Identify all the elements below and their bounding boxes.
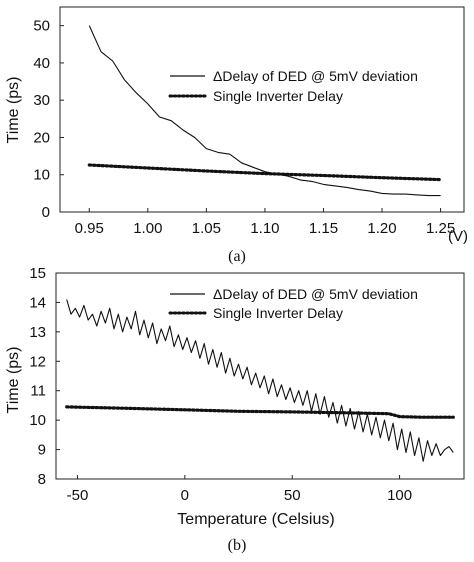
chart-b-x-tick-label: 50 [284, 487, 301, 504]
chart-a-legend-label-ded: ΔDelay of DED @ 5mV deviation [213, 68, 418, 84]
chart-b-y-ticks: 8 9 10 11 12 13 14 15 [29, 265, 60, 488]
chart-b-y-tick-label: 10 [29, 412, 46, 429]
chart-b-y-tick-label: 12 [29, 353, 46, 370]
chart-a-y-axis-label: Time (ps) [5, 77, 22, 144]
chart-b-series-ded-delay-line [66, 299, 454, 462]
chart-b-y-tick-label: 11 [30, 383, 46, 400]
chart-b-caption: (b) [228, 537, 247, 554]
chart-b-x-ticks: -50 0 50 100 [67, 475, 412, 504]
chart-a-y-tick-label: 0 [42, 204, 50, 221]
chart-a-x-ticks: 0.95 1.00 1.05 1.10 1.15 1.20 1.25 [75, 208, 455, 237]
chart-a-y-tick-label: 10 [33, 167, 50, 184]
chart-b-y-axis-label: Time (ps) [5, 347, 22, 414]
chart-a-y-tick-label: 30 [33, 92, 50, 109]
chart-a-x-tick-label: 0.95 [75, 220, 104, 237]
chart-a-x-tick-label: 1.25 [426, 220, 455, 237]
chart-b-x-tick-label: 0 [181, 487, 189, 504]
chart-b-series [65, 299, 455, 462]
chart-a-x-tick-label: 1.10 [250, 220, 279, 237]
chart-b-x-tick-label: 100 [387, 487, 412, 504]
chart-b-legend-label-ded: ΔDelay of DED @ 5mV deviation [213, 286, 418, 302]
chart-a-plot-frame [59, 6, 465, 213]
chart-b-plot-frame [55, 272, 465, 480]
chart-b-x-tick-label: -50 [67, 487, 89, 504]
chart-b-legend-label-inverter: Single Inverter Delay [213, 305, 343, 321]
chart-a-y-tick-label: 20 [33, 129, 50, 146]
chart-b-legend: ΔDelay of DED @ 5mV deviation Single Inv… [168, 286, 418, 321]
chart-a-x-tick-label: 1.20 [367, 220, 396, 237]
chart-b-y-tick-label: 15 [29, 265, 46, 282]
chart-a-x-tick-label: 1.05 [192, 220, 221, 237]
chart-a-caption: (a) [228, 248, 246, 265]
chart-b-x-axis-label: Temperature (Celsius) [177, 511, 334, 528]
chart-a-y-tick-label: 50 [33, 18, 50, 35]
chart-a-series-inverter-delay-line [87, 163, 443, 182]
chart-a-x-unit: (V) [448, 228, 468, 245]
chart-b-y-tick-label: 8 [38, 471, 46, 488]
chart-a-y-ticks: 0 10 20 30 40 50 [33, 18, 64, 221]
chart-a-legend-label-inverter: Single Inverter Delay [213, 88, 343, 104]
chart-b-y-tick-label: 9 [38, 442, 46, 459]
chart-a-series-ded-delay-line [88, 25, 441, 197]
chart-b-y-tick-label: 13 [29, 324, 46, 341]
chart-b-y-tick-label: 14 [29, 294, 46, 311]
chart-a-x-tick-label: 1.15 [309, 220, 338, 237]
chart-a-legend: ΔDelay of DED @ 5mV deviation Single Inv… [168, 68, 418, 104]
chart-a-series [87, 25, 443, 197]
chart-a-voltage: 0.95 1.00 1.05 1.10 1.15 1.20 1.25 0 10 20 30 40 50… [5, 6, 468, 265]
chart-b-series-inverter-delay-line [65, 405, 455, 419]
chart-a-y-tick-label: 40 [33, 55, 50, 72]
chart-b-temperature: -50 0 50 100 8 9 10 11 12 13 14 15 Temperature (Ce… [5, 265, 465, 554]
chart-a-x-tick-label: 1.00 [133, 220, 162, 237]
